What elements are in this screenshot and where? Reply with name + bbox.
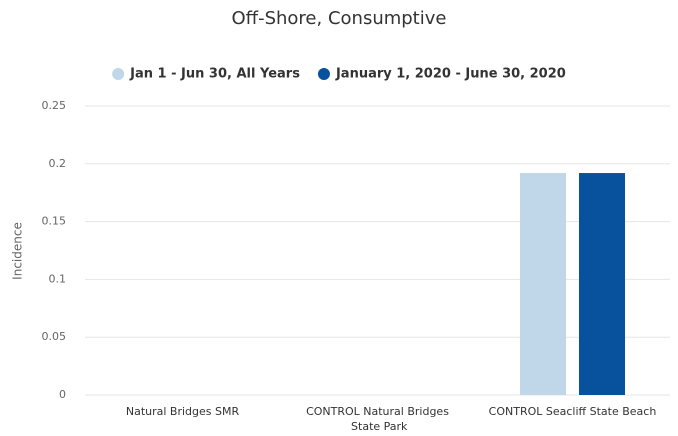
- legend-label: January 1, 2020 - June 30, 2020: [335, 67, 566, 82]
- chart-title: Off-Shore, Consumptive: [232, 8, 447, 29]
- x-tick-label: Natural Bridges SMR: [126, 405, 240, 418]
- legend-label: Jan 1 - Jun 30, All Years: [129, 67, 300, 82]
- legend-marker: [112, 68, 125, 80]
- x-tick-label: CONTROL Seacliff State Beach: [489, 405, 657, 418]
- y-tick-label: 0: [59, 388, 66, 401]
- bar: [520, 173, 566, 395]
- y-tick-label: 0.25: [42, 99, 67, 112]
- bar: [579, 173, 625, 395]
- y-tick-label: 0.15: [42, 215, 67, 228]
- x-tick-label: CONTROL Natural Bridges State Park: [306, 405, 449, 433]
- y-tick-label: 0.1: [49, 272, 67, 285]
- y-axis-label: Incidence: [11, 222, 25, 280]
- legend-marker: [317, 68, 330, 80]
- y-tick-label: 0.05: [42, 330, 67, 343]
- y-tick-label: 0.2: [49, 157, 67, 170]
